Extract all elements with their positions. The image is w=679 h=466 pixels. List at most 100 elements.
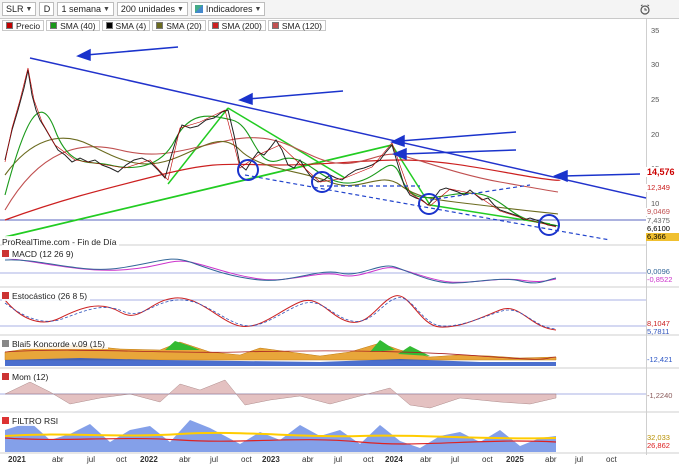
alarm-clock-icon[interactable] [639,3,651,15]
price-tag-support: 7,4375 [646,217,679,225]
koncorde-green-area [165,340,430,356]
macd-line [4,258,557,284]
legend-label: SMA (200) [221,20,262,31]
annotation-arrows [76,46,641,183]
price-swatch-icon [6,22,13,29]
macd-value: 0,0096 [647,268,670,276]
mom-panel-label[interactable]: Mom (12) [2,371,52,382]
chevron-down-icon: ▼ [102,5,110,13]
sma20-swatch-icon [156,22,164,29]
blai-panel-label[interactable]: Blai5 Koncorde v.09 (15) [2,338,108,349]
x-tick: abr [179,455,191,464]
stoch-icon [2,292,9,299]
marker-circle [311,171,333,193]
legend-item-sma40[interactable]: SMA (40) [46,20,100,31]
symbol-label: SLR [6,4,24,14]
macd-icon [2,250,9,257]
downtrend-line [29,57,647,199]
sma20-line [4,137,559,215]
rsi-label: FILTRO RSI [12,415,59,426]
price-series-overlay [4,67,557,228]
chevron-down-icon: ▼ [176,5,184,13]
axis-tick: 30 [651,60,660,69]
stochastic-d-line [4,297,557,330]
stoch-panel-label[interactable]: Estocástico (26 8 5) [2,290,91,301]
legend-label: SMA (20) [166,20,202,31]
rsi-panel-label[interactable]: FILTRO RSI [2,415,62,426]
indicators-button[interactable]: Indicadores ▼ [190,2,266,16]
rsi-red-line [4,437,557,445]
legend-item-sma120[interactable]: SMA (120) [267,20,326,31]
axis-tick: 25 [651,95,660,104]
stoch-k-value: 8,1047 [647,320,670,328]
source-label: ProRealTime.com - Fin de Día [2,236,120,247]
x-tick: 2023 [262,455,280,464]
x-tick: oct [363,455,374,464]
units-selector[interactable]: 200 unidades ▼ [116,2,188,16]
sma40-line [4,111,559,227]
rsi-icon [2,417,9,424]
price-tag-sma20: 9,0469 [646,208,679,216]
blai-value: -12,421 [647,356,673,364]
chevron-down-icon: ▼ [254,5,262,13]
legend-item-sma4[interactable]: SMA (4) [101,20,151,31]
x-tick: oct [606,455,617,464]
green-trendline [4,144,393,238]
price-series [4,69,557,227]
legend-item-price[interactable]: Precio [2,20,45,31]
x-tick: oct [116,455,127,464]
symbol-selector[interactable]: SLR ▼ [2,2,37,16]
stoch-d-value: 5,7811 [647,328,670,336]
mom-value: -1,2240 [647,392,673,400]
x-tick: jul [451,455,460,464]
x-tick: 2021 [8,455,26,464]
stochastic-k-line [4,295,557,331]
legend-item-sma20[interactable]: SMA (20) [152,20,206,31]
rsi-area [5,420,556,452]
x-tick: jul [210,455,219,464]
chevron-down-icon: ▼ [25,5,33,13]
marker-circle [538,214,560,236]
indicator-legend: Precio SMA (40) SMA (4) SMA (20) SMA (20… [2,20,326,31]
mom-label: Mom (12) [12,371,49,382]
macd-panel-label[interactable]: MACD (12 26 9) [2,248,77,259]
momentum-area [4,379,557,409]
blai-label: Blai5 Koncorde v.09 (15) [12,338,105,349]
legend-label: SMA (120) [281,20,322,31]
stoch-label: Estocástico (26 8 5) [12,290,88,301]
x-tick: abr [52,455,64,464]
macd-signal-value: -0,8522 [647,276,673,284]
sma4-swatch-icon [105,22,113,29]
x-tick: abr [420,455,432,464]
flag-icon[interactable]: D [39,2,55,16]
sma120-line [4,137,559,211]
green-trendline [167,107,229,185]
rsi-value-yellow: 32,033 [647,434,670,442]
macd-label: MACD (12 26 9) [12,248,74,259]
flag-label: D [43,4,51,14]
rising-dashed-line [429,184,531,201]
indicators-label: Indicadores [205,4,253,14]
blai-icon [2,340,9,347]
price-tag-last: 6,366 [646,233,679,241]
x-tick: jul [334,455,343,464]
x-tick: 2025 [506,455,524,464]
legend-item-sma200[interactable]: SMA (200) [207,20,266,31]
x-tick: oct [241,455,252,464]
x-tick: abr [302,455,314,464]
units-label: 200 unidades [120,4,175,14]
price-tag-sma4: 6,6100 [646,225,679,233]
chart-toolbar: SLR ▼ D 1 semana ▼ 200 unidades ▼ Indica… [0,0,679,19]
timeframe-label: 1 semana [61,4,101,14]
axis-tick: 10 [651,199,660,208]
mom-icon [2,373,9,380]
koncorde-line [4,349,557,360]
x-tick: abr [545,455,557,464]
x-tick: 2024 [385,455,403,464]
sma200-swatch-icon [211,22,219,29]
lower-channel-line [244,174,611,241]
indicators-icon [194,5,203,13]
timeframe-selector[interactable]: 1 semana ▼ [57,2,114,16]
macd-signal-line [4,257,557,283]
